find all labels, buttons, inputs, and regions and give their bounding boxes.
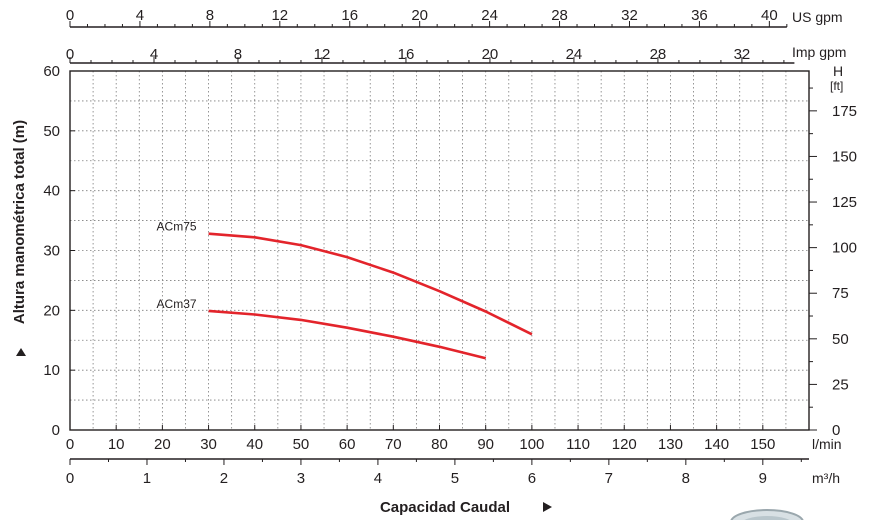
m3h-tick-label: 1 [143,470,151,487]
feet-tick-label: 125 [832,194,857,211]
lmin-tick-label: 60 [339,436,356,453]
imp-gpm-tick-label: 32 [734,46,751,63]
us-gpm-tick-label: 12 [271,7,288,24]
lmin-tick-label: 50 [293,436,310,453]
meters-tick-label: 0 [52,422,60,439]
imp-gpm-tick-label: 8 [234,46,242,63]
us-gpm-unit-label: US gpm [792,9,843,25]
lmin-tick-label: 130 [658,436,683,453]
lmin-unit-label: l/min [812,436,842,452]
feet-tick-label: 175 [832,103,857,120]
imp-gpm-tick-label: 24 [566,46,583,63]
lmin-tick-label: 10 [108,436,125,453]
xlabel: Capacidad Caudal [380,499,510,516]
series-line-acm75 [208,232,533,336]
us-gpm-tick-label: 4 [136,7,144,24]
feet-tick-label: 75 [832,285,849,302]
m3h-tick-label: 4 [374,470,382,487]
feet-tick-label: 150 [832,148,857,165]
lmin-tick-label: 70 [385,436,402,453]
ylabel-arrow-icon [16,348,26,356]
imp-gpm-tick-label: 20 [482,46,499,63]
lmin-tick-label: 100 [519,436,544,453]
us-gpm-tick-label: 0 [66,7,74,24]
m3h-unit-label: m³/h [812,470,840,486]
feet-tick-label: 25 [832,376,849,393]
feet-tick-label: 50 [832,331,849,348]
lmin-tick-label: 0 [66,436,74,453]
imp-gpm-tick-label: 28 [650,46,667,63]
us-gpm-tick-label: 36 [691,7,708,24]
us-gpm-tick-label: 40 [761,7,778,24]
pump-image-fragment [730,509,804,520]
m3h-tick-label: 3 [297,470,305,487]
lmin-tick-label: 20 [154,436,171,453]
imp-gpm-unit-label: Imp gpm [792,44,846,60]
m3h-tick-label: 8 [682,470,690,487]
lmin-tick-label: 30 [200,436,217,453]
us-gpm-tick-label: 8 [206,7,214,24]
meters-tick-label: 50 [43,123,60,140]
us-gpm-tick-label: 16 [341,7,358,24]
imp-gpm-tick-label: 12 [314,46,331,63]
feet-unit-label: H [833,63,843,79]
series: ACm75 ACm37 [157,220,533,360]
lmin-tick-label: 40 [246,436,263,453]
lmin-tick-label: 140 [704,436,729,453]
grid-lines [70,71,809,430]
m3h-tick-label: 7 [605,470,613,487]
feet-tick-label: 0 [832,422,840,439]
us-gpm-tick-label: 24 [481,7,498,24]
ylabel: Altura manométrica total (m) [11,120,28,324]
m3h-tick-label: 9 [759,470,767,487]
lmin-tick-label: 80 [431,436,448,453]
meters-tick-label: 40 [43,183,60,200]
imp-gpm-tick-label: 4 [150,46,158,63]
imp-gpm-tick-label: 16 [398,46,415,63]
imp-gpm-tick-label: 0 [66,46,74,63]
meters-tick-label: 30 [43,243,60,260]
m3h-tick-label: 0 [66,470,74,487]
series-label-acm37: ACm37 [157,297,197,311]
series-label-acm75: ACm75 [157,220,197,234]
meters-tick-label: 20 [43,302,60,319]
meters-tick-label: 10 [43,362,60,379]
series-line-acm37 [208,309,487,360]
us-gpm-tick-label: 32 [621,7,638,24]
lmin-tick-label: 110 [566,436,590,453]
m3h-tick-label: 6 [528,470,536,487]
xlabel-arrow-icon [543,502,552,512]
lmin-tick-label: 120 [612,436,637,453]
us-gpm-tick-label: 20 [411,7,428,24]
feet-tick-label: 100 [832,240,857,257]
us-gpm-tick-label: 28 [551,7,568,24]
m3h-tick-label: 5 [451,470,459,487]
meters-tick-label: 60 [43,63,60,80]
feet-unit-label-2: [ft] [830,79,843,93]
lmin-tick-label: 90 [477,436,494,453]
lmin-tick-label: 150 [750,436,775,453]
m3h-tick-label: 2 [220,470,228,487]
